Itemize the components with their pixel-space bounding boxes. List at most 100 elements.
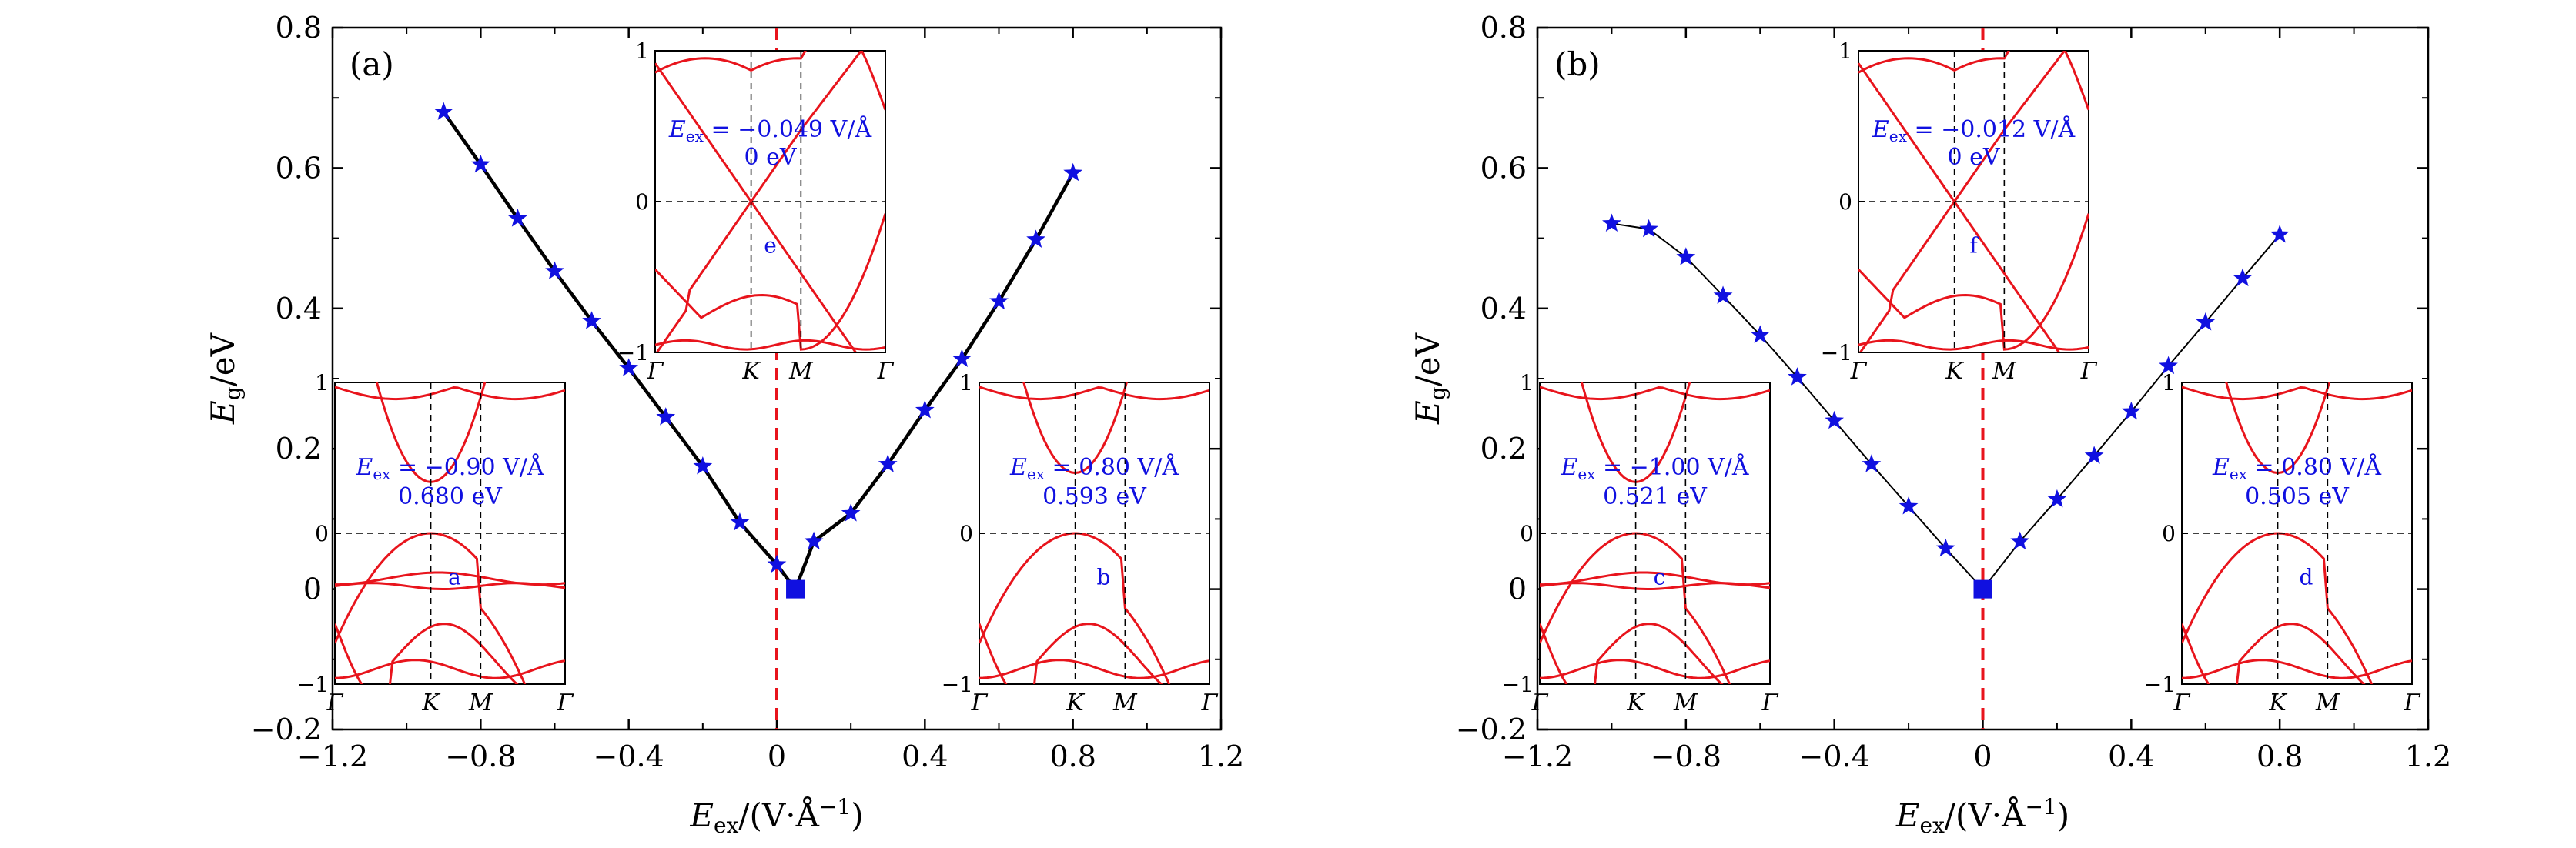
inset-gap-text: 0 eV [744, 144, 797, 171]
inset-x-tick-label: Γ [2404, 689, 2421, 716]
inset-x-tick-label: K [1945, 358, 1964, 385]
x-axis-label-sub: ex [1920, 813, 1945, 838]
x-axis-label: Eex/(V·Å−1) [1895, 794, 2069, 838]
x-axis-label-exp: −1 [2025, 794, 2056, 820]
inset-field-text: Eex = −0.90 V/Å [355, 453, 544, 483]
inset-gap-text: 0.593 eV [1042, 483, 1147, 510]
data-point-star [1639, 219, 1658, 238]
data-point-star [545, 261, 564, 279]
inset-field-symbol: E [2212, 454, 2230, 481]
data-point-star [2010, 531, 2030, 550]
inset-tag: b [1096, 565, 1110, 590]
inset-tag: e [764, 233, 777, 259]
data-point-star [1862, 454, 1882, 472]
inset-gap-text: 0.680 eV [398, 483, 503, 510]
band-curve [1858, 339, 2089, 351]
data-point-star [2047, 489, 2067, 508]
inset-field-sub: ex [1889, 127, 1908, 145]
y-tick-label: −0.2 [251, 713, 322, 746]
inset-y-tick-label: −1 [2144, 672, 2176, 697]
band-curve [655, 51, 885, 111]
inset-x-tick-label: M [1112, 689, 1138, 716]
panel-label: (b) [1554, 45, 1601, 83]
x-axis-label-symbol: E [1895, 796, 1920, 834]
inset-field-sub: ex [1577, 465, 1596, 483]
band-curve [655, 199, 858, 352]
x-tick-label: −0.8 [445, 739, 516, 773]
inset-x-tick-label: Γ [2173, 689, 2191, 716]
band-curves [1858, 51, 2089, 352]
y-tick-label: 0.4 [276, 292, 322, 326]
band-curve [335, 386, 565, 401]
inset-field-text: Eex = −0.049 V/Å [668, 115, 872, 145]
band-curve [2225, 382, 2330, 475]
x-tick-label: 1.2 [2405, 739, 2451, 773]
data-point-star [878, 454, 898, 472]
inset-field-value: = −0.90 V/Å [390, 453, 544, 481]
band-curve [335, 532, 527, 684]
data-point-star [2159, 356, 2178, 375]
inset-y-tick-label: 0 [635, 189, 649, 215]
data-point-star [952, 349, 972, 367]
data-point-star [915, 400, 935, 419]
band-curve [375, 382, 487, 483]
x-axis-label-exp: −1 [819, 794, 851, 820]
inset-x-tick-label: M [788, 358, 814, 385]
y-axis-label-unit: /eV [1409, 332, 1447, 386]
band-curve [1540, 623, 1724, 684]
band-curve [979, 659, 1209, 679]
data-point-star [2233, 268, 2253, 287]
y-axis-label-symbol: E [1409, 400, 1447, 425]
inset-y-tick-label: −1 [942, 672, 973, 697]
inset-y-tick-label: 0 [2162, 521, 2176, 546]
inset-field-text: Eex = 0.80 V/Å [1009, 453, 1179, 483]
data-point-star [2084, 446, 2104, 464]
data-point-star [1713, 285, 1733, 304]
inset-field-text: Eex = −0.012 V/Å [1872, 115, 2076, 145]
x-tick-label: 0.4 [2108, 739, 2154, 773]
x-tick-label: −1.2 [1502, 739, 1573, 773]
y-axis-label-symbol: E [204, 400, 242, 425]
data-point-star [433, 102, 453, 120]
band-curve [1858, 213, 2089, 351]
inset-x-tick-label: M [468, 689, 493, 716]
inset-field-symbol: E [1560, 454, 1577, 481]
inset-field-text: Eex = −1.00 V/Å [1560, 453, 1748, 483]
y-tick-label: 0.6 [1480, 151, 1527, 185]
inset-field-sub: ex [686, 127, 704, 145]
band-curve [335, 659, 565, 679]
band-curve [335, 623, 519, 684]
y-tick-label: −0.2 [1456, 713, 1527, 746]
y-axis-label: Eg/eV [204, 332, 246, 425]
data-point-star [1063, 162, 1083, 182]
x-tick-label: −0.4 [594, 739, 664, 773]
data-point-star [656, 407, 676, 426]
x-tick-label: −0.8 [1651, 739, 1721, 773]
inset-tag: c [1654, 565, 1666, 590]
band-curve [2182, 386, 2412, 401]
band-curves [335, 382, 565, 684]
data-point-star [582, 311, 601, 329]
inset-x-tick-label: K [421, 689, 440, 716]
inset-field-symbol: E [355, 454, 373, 481]
data-point-star [1676, 247, 1696, 265]
inset-y-tick-label: 1 [1838, 38, 1852, 64]
inset-gap-text: 0.521 eV [1603, 483, 1708, 510]
inset-x-tick-label: Γ [557, 689, 574, 716]
inset-field-symbol: E [668, 116, 686, 143]
data-point-star [1026, 229, 1045, 248]
inset-x-tick-label: K [1066, 689, 1085, 716]
inset-y-tick-label: 0 [1838, 189, 1852, 215]
data-point-star [1899, 496, 1919, 515]
x-tick-label: 0.4 [902, 739, 948, 773]
inset-x-tick-label: M [1673, 689, 1698, 716]
band-curve [335, 571, 565, 586]
x-axis-label: Eex/(V·Å−1) [689, 794, 863, 838]
y-tick-label: 0.2 [1480, 432, 1527, 466]
inset-x-tick-label: Γ [1850, 358, 1868, 385]
band-curve [1540, 386, 1770, 401]
band-curve [655, 213, 885, 351]
x-axis-label-close: ) [2057, 796, 2069, 834]
